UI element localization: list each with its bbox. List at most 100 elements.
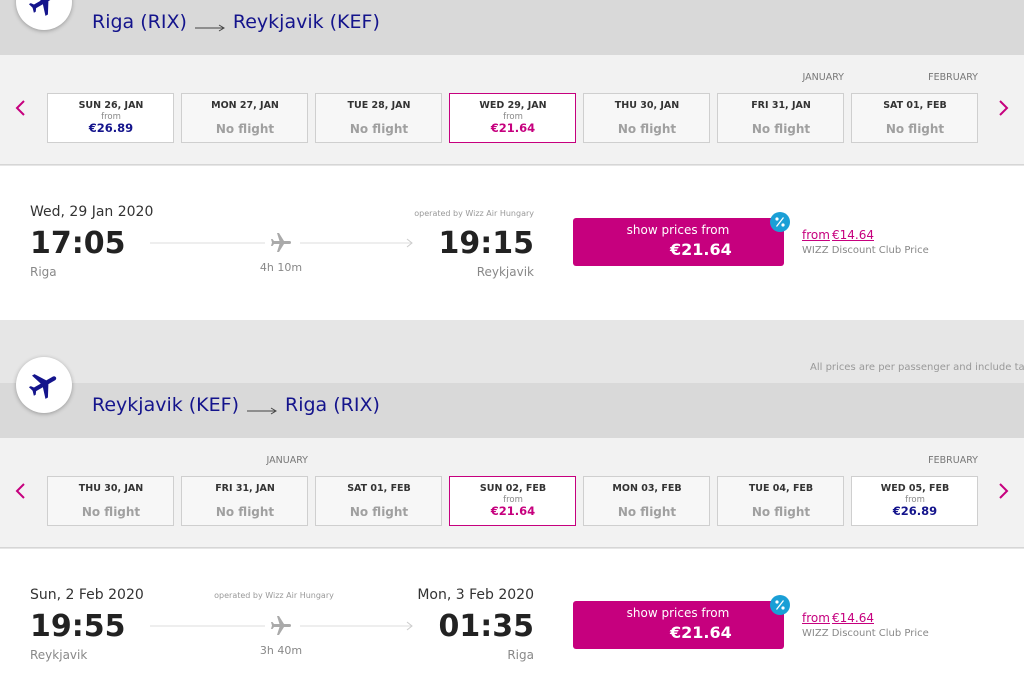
date-label: WED 05, FEB — [880, 482, 950, 494]
date-card[interactable]: MON 27, JAN No flight — [181, 93, 308, 143]
route-section: Riga (RIX) Reykjavik (KEF) SUN 26, JAN from… — [0, 0, 1024, 330]
date-label: FRI 31, JAN — [751, 99, 811, 111]
button-label: show prices from — [626, 605, 730, 620]
route-header — [0, 383, 1024, 438]
from-label: from — [905, 495, 925, 505]
date-label: TUE 28, JAN — [347, 99, 411, 111]
no-flight: No flight — [349, 504, 409, 519]
club-label: WIZZ Discount Club Price — [802, 628, 929, 639]
date-card[interactable]: TUE 04, FEB No flight — [717, 476, 844, 526]
route-title: Riga (RIX) Reykjavik (KEF) — [92, 8, 380, 36]
route-to: Reykjavik (KEF) — [232, 11, 380, 33]
date-card[interactable]: FRI 31, JAN No flight — [717, 93, 844, 143]
date-card[interactable]: TUE 28, JAN No flight — [315, 93, 442, 143]
no-flight: No flight — [349, 121, 409, 136]
arrival-time: 19:15 — [438, 226, 535, 261]
departure-date: Wed, 29 Jan 2020 — [30, 204, 154, 220]
departure-city: Reykjavik — [30, 647, 88, 662]
from-label: from — [503, 112, 523, 122]
no-flight: No flight — [617, 504, 677, 519]
plane-badge — [16, 357, 72, 413]
flight-duration: 3h 40m — [259, 643, 303, 657]
no-flight: No flight — [617, 121, 677, 136]
discount-badge — [769, 594, 791, 616]
date-label: TUE 04, FEB — [748, 482, 814, 494]
route-to: Riga (RIX) — [285, 394, 380, 416]
month-label: FEBRUARY — [928, 454, 978, 466]
departure-city: Riga — [30, 264, 57, 279]
flight-line — [150, 230, 415, 256]
flight-plane-icon — [269, 231, 293, 255]
no-flight: No flight — [885, 121, 945, 136]
club-from[interactable]: from — [802, 610, 830, 625]
from-label: from — [101, 112, 121, 122]
price-button[interactable]: show prices from€27.49€21.64 — [573, 218, 784, 266]
month-label: FEBRUARY — [928, 71, 978, 83]
date-card[interactable]: WED 05, FEB from €26.89 — [851, 476, 978, 526]
departure-time: 17:05 — [30, 226, 126, 261]
date-label: FRI 31, JAN — [215, 482, 275, 494]
no-flight: No flight — [81, 504, 141, 519]
date-card[interactable]: WED 29, JAN from €21.64 — [449, 93, 576, 143]
date-label: THU 30, JAN — [78, 482, 144, 494]
button-price: €21.64 — [670, 623, 732, 642]
no-flight: No flight — [215, 121, 275, 136]
arrival-city: Reykjavik — [476, 264, 534, 279]
date-card[interactable]: FRI 31, JAN No flight — [181, 476, 308, 526]
from-label: from — [503, 495, 523, 505]
flight-panel — [0, 549, 1024, 692]
route-from: Reykjavik (KEF) — [92, 394, 239, 416]
club-label: WIZZ Discount Club Price — [802, 245, 929, 256]
arrival-city: Riga — [507, 647, 534, 662]
price-note: All prices are per passenger and include… — [810, 362, 1024, 373]
date-price: €21.64 — [490, 504, 536, 518]
route-section: Reykjavik (KEF) Riga (RIX) THU 30, JAN No f… — [0, 357, 1024, 692]
price-button[interactable]: show prices from€27.49€21.64 — [573, 601, 784, 649]
next-dates[interactable] — [994, 92, 1014, 124]
date-price: €26.89 — [88, 121, 134, 135]
date-card[interactable]: SUN 26, JAN from €26.89 — [47, 93, 174, 143]
date-card[interactable]: SAT 01, FEB No flight — [315, 476, 442, 526]
no-flight: No flight — [751, 504, 811, 519]
club-from[interactable]: from — [802, 227, 830, 242]
date-card[interactable]: MON 03, FEB No flight — [583, 476, 710, 526]
route-title: Reykjavik (KEF) Riga (RIX) — [92, 391, 380, 419]
date-label: SUN 26, JAN — [78, 99, 144, 111]
operator: operated by Wizz Air Hungary — [414, 208, 534, 218]
date-card[interactable]: SUN 02, FEB from €21.64 — [449, 476, 576, 526]
route-from: Riga (RIX) — [92, 11, 187, 33]
club-price[interactable]: €14.64 — [832, 610, 874, 625]
button-price: €21.64 — [670, 240, 732, 259]
departure-time: 19:55 — [30, 609, 126, 644]
date-card[interactable]: THU 30, JAN No flight — [47, 476, 174, 526]
date-label: SAT 01, FEB — [883, 99, 947, 111]
no-flight: No flight — [751, 121, 811, 136]
flight-duration: 4h 10m — [259, 260, 303, 274]
prev-dates[interactable] — [10, 92, 30, 124]
date-label: MON 03, FEB — [612, 482, 682, 494]
date-label: SAT 01, FEB — [347, 482, 411, 494]
date-card[interactable]: THU 30, JAN No flight — [583, 93, 710, 143]
arrival-date: Mon, 3 Feb 2020 — [417, 587, 534, 603]
no-flight: No flight — [215, 504, 275, 519]
date-label: MON 27, JAN — [211, 99, 279, 111]
date-label: WED 29, JAN — [479, 99, 547, 111]
date-card[interactable]: SAT 01, FEB No flight — [851, 93, 978, 143]
button-label: show prices from — [626, 222, 730, 237]
flight-line — [150, 613, 415, 639]
next-dates[interactable] — [994, 475, 1014, 507]
club-price[interactable]: €14.64 — [832, 227, 874, 242]
route-header — [0, 0, 1024, 55]
month-label: JANUARY — [802, 71, 845, 83]
flight-plane-icon — [269, 614, 293, 638]
date-price: €26.89 — [892, 504, 938, 518]
date-price: €21.64 — [490, 121, 536, 135]
operator: operated by Wizz Air Hungary — [214, 590, 334, 600]
month-label: JANUARY — [266, 454, 309, 466]
prev-dates[interactable] — [10, 475, 30, 507]
date-label: SUN 02, FEB — [479, 482, 547, 494]
discount-badge — [769, 211, 791, 233]
arrival-time: 01:35 — [438, 609, 535, 644]
date-label: THU 30, JAN — [614, 99, 680, 111]
